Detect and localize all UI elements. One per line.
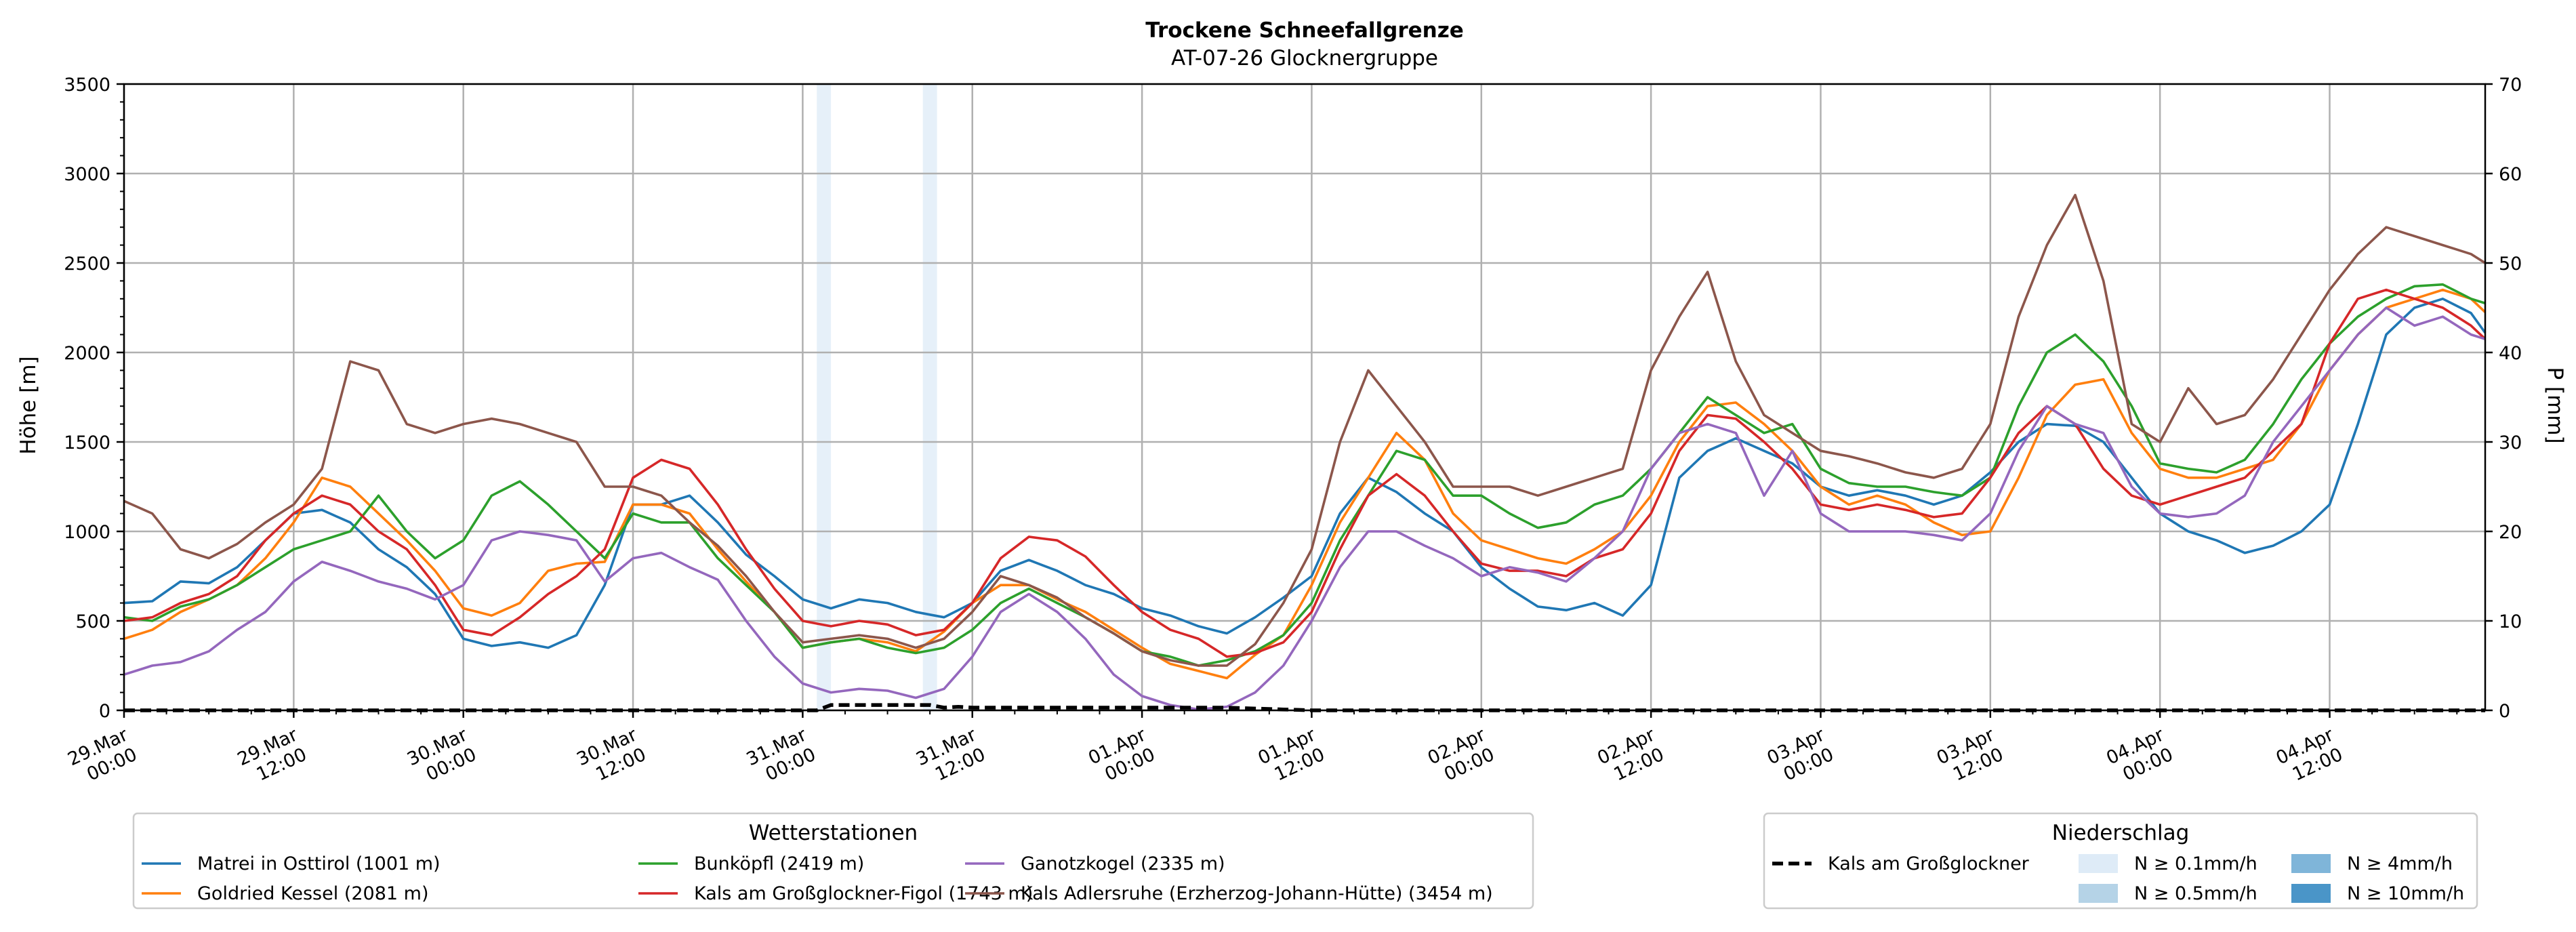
legend-entry-label: Ganotzkogel (2335 m) xyxy=(1021,853,1225,874)
legend-precip-swatch xyxy=(2291,884,2331,903)
legend-stations: Wetterstationen Matrei in Osttirol (1001 … xyxy=(132,812,1534,910)
legend-precip-swatch xyxy=(2079,854,2118,873)
legend-stations-box xyxy=(132,812,1534,910)
legend-precip-line-label: Kals am Großglockner xyxy=(1828,853,2030,874)
precipitation-bands xyxy=(817,84,937,710)
y-tick-label: 2000 xyxy=(64,343,110,364)
series-line-5 xyxy=(123,306,2486,711)
series-line-1 xyxy=(123,298,2487,649)
y2-tick-label: 0 xyxy=(2499,701,2510,722)
y-tick-label: 3000 xyxy=(64,164,110,185)
chart-title: Trockene Schneefallgrenze xyxy=(1145,18,1464,43)
y-tick-label: 1500 xyxy=(64,432,110,453)
y-tick-label: 3500 xyxy=(64,75,110,96)
y2-tick-label: 70 xyxy=(2499,75,2522,96)
legend-precipitation: Niederschlag Kals am Großglockner N ≥ 0.1m… xyxy=(1763,812,2478,910)
y2-tick-label: 10 xyxy=(2499,611,2522,632)
legend-precip-swatch-label: N ≥ 0.5mm/h xyxy=(2134,883,2257,904)
y-tick-label: 1000 xyxy=(64,522,110,543)
y2-tick-label: 50 xyxy=(2499,254,2522,275)
series-line-2 xyxy=(123,288,2487,680)
legend-entry-label: Bunköpfl (2419 m) xyxy=(694,853,864,874)
legend-precip-title: Niederschlag xyxy=(2052,821,2190,845)
plot-frame xyxy=(123,83,2487,712)
y2-tick-label: 60 xyxy=(2499,164,2522,185)
series-lines xyxy=(123,193,2487,712)
legend-entry-label: Matrei in Osttirol (1001 m) xyxy=(197,853,441,874)
y-tick-label: 0 xyxy=(99,701,110,722)
precip-band xyxy=(817,84,832,710)
y-tick-label: 500 xyxy=(75,611,110,632)
legend-precip-swatch-label: N ≥ 4mm/h xyxy=(2347,853,2453,874)
legend-precip-swatch xyxy=(2079,884,2118,903)
y2-axis-label: P [mm] xyxy=(2543,367,2567,443)
precip-band xyxy=(922,84,937,710)
legend-precip-swatch-label: N ≥ 0.1mm/h xyxy=(2134,853,2257,874)
y2-tick-label: 40 xyxy=(2499,343,2522,364)
legend-entry-label: Kals Adlersruhe (Erzherzog-Johann-Hütte)… xyxy=(1021,883,1493,904)
chart-subtitle: AT-07-26 Glocknergruppe xyxy=(1171,46,1438,70)
y-axis-label: Höhe [m] xyxy=(16,356,41,454)
y2-tick-label: 30 xyxy=(2499,432,2522,453)
series-line-6 xyxy=(123,193,2486,667)
grid-lines xyxy=(123,83,2485,712)
y-tick-label: 2500 xyxy=(64,254,110,275)
legend-precip-swatch-label: N ≥ 10mm/h xyxy=(2347,883,2464,904)
series-line-4 xyxy=(123,288,2487,658)
legend-stations-title: Wetterstationen xyxy=(749,821,918,845)
legend-entry-label: Goldried Kessel (2081 m) xyxy=(197,883,428,904)
y2-tick-label: 20 xyxy=(2499,522,2522,543)
series-line-3 xyxy=(123,283,2486,667)
legend-precip-swatch xyxy=(2291,854,2331,873)
